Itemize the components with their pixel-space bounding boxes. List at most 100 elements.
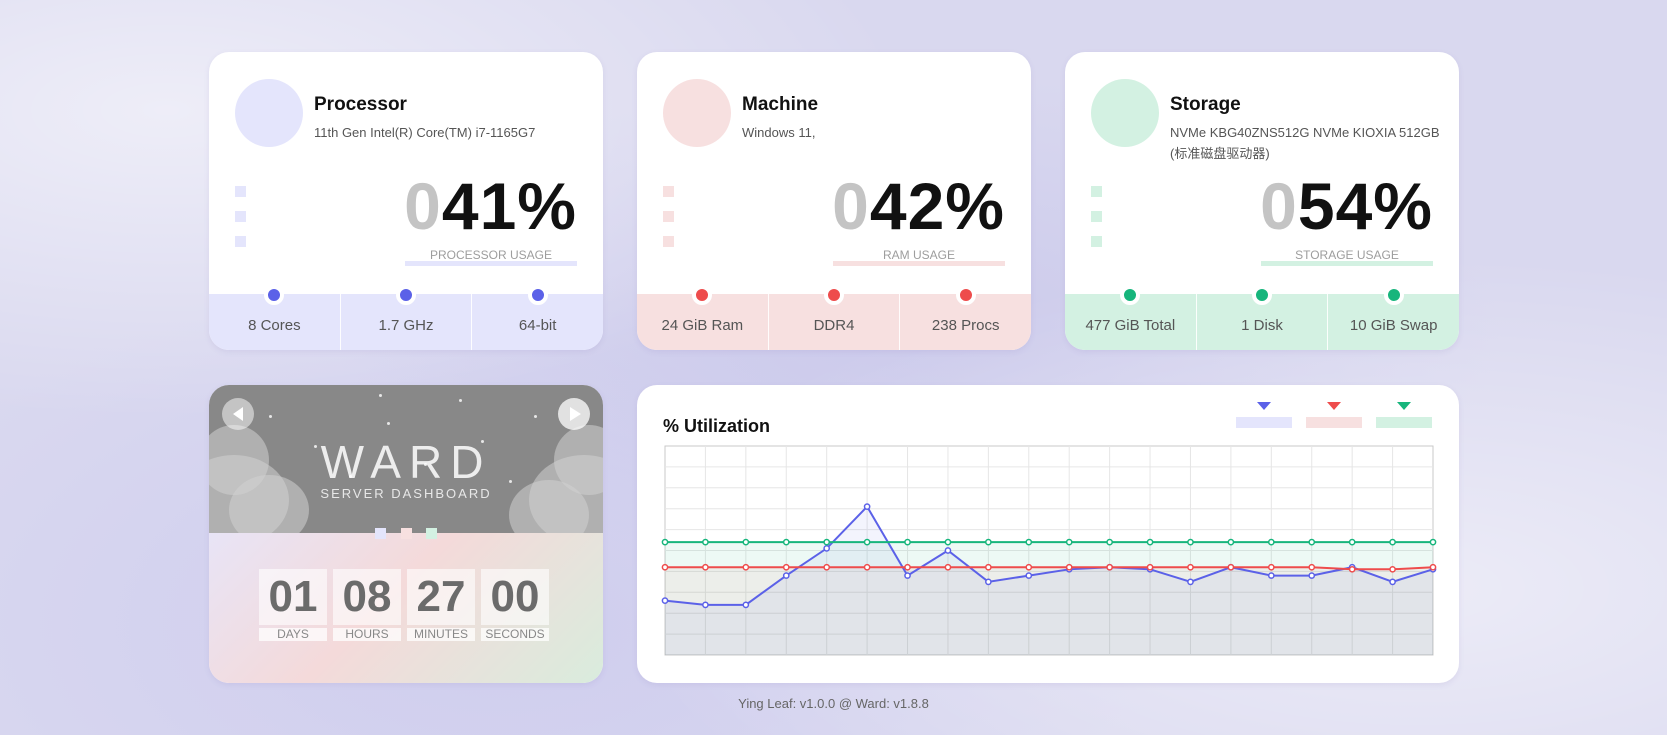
storage-stat-swap: 10 GiB Swap [1328,285,1459,350]
data-point-storage [1227,538,1235,546]
machine-usage-bar [833,261,1005,266]
data-point-ram [1106,563,1113,571]
storage-stat-total: 477 GiB Total [1065,285,1197,350]
processor-stat-clock: 1.7 GHz [341,285,473,350]
data-point-ram [823,563,831,571]
theme-dot-red[interactable] [400,528,412,539]
legend-processor[interactable] [1236,402,1292,428]
data-point-storage [1187,538,1194,546]
data-point-ram [863,563,871,571]
data-point-ram [1025,563,1033,571]
series-area-ram [665,567,1433,655]
data-point-processor [1025,572,1033,579]
processor-stat-arch: 64-bit [472,285,603,350]
machine-title: Machine [742,94,819,115]
storage-dots [1091,186,1102,261]
data-point-processor [1187,578,1194,586]
uptime-seconds: 00 SECONDS [481,569,549,641]
data-point-storage [1146,538,1154,546]
processor-avatar [235,79,303,147]
theme-dot-blue[interactable] [375,528,387,539]
data-point-storage [742,538,750,546]
data-point-ram [1308,563,1316,571]
data-point-storage [661,538,669,546]
ward-logo-subtitle: SERVER DASHBOARD [320,486,492,501]
data-point-ram [1187,563,1194,571]
data-point-ram [742,563,750,571]
data-point-storage [1348,538,1356,546]
data-point-ram [1146,563,1154,571]
data-point-storage [1065,538,1073,546]
series-area-processor [665,506,1433,655]
data-point-processor [742,601,750,609]
data-point-processor [823,545,831,552]
data-point-ram [702,563,709,571]
data-point-storage [863,538,871,546]
storage-card: Storage NVMe KBG40ZNS512G NVMe KIOXIA 51… [1065,52,1459,350]
data-point-ram [985,563,992,571]
storage-stat-disks: 1 Disk [1197,285,1329,350]
data-point-processor [1267,572,1275,579]
data-point-ram [1348,565,1356,573]
data-point-storage [823,538,831,546]
play-icon [570,407,581,421]
machine-usage-label: RAM USAGE [882,248,955,262]
data-point-processor [702,601,709,609]
machine-usage-value: 042% [832,169,1005,243]
data-point-ram [1429,563,1437,571]
uptime-minutes: 27 MINUTES [407,569,475,641]
ward-theme-dots[interactable] [209,526,603,544]
machine-stat-procs: 238 Procs [900,285,1031,350]
data-point-storage [1308,538,1316,546]
data-point-ram [782,563,790,571]
uptime-countdown: 01 DAYS 08 HOURS 27 MINUTES 00 SECONDS [259,569,555,641]
machine-stat-ram-type: DDR4 [769,285,901,350]
data-point-ram [1389,565,1396,573]
processor-stat-cores: 8 Cores [209,285,341,350]
ward-play-button[interactable] [558,398,590,430]
processor-dots [235,186,246,261]
chevron-left-icon [233,407,243,421]
theme-dot-green[interactable] [425,528,437,539]
data-point-storage [702,538,709,546]
machine-dots [663,186,674,261]
storage-subtitle: NVMe KBG40ZNS512G NVMe KIOXIA 512GB (标准磁… [1170,125,1440,161]
series-area-storage [665,542,1433,655]
data-point-processor [863,503,871,510]
uptime-days: 01 DAYS [259,569,327,641]
series-line-ram [665,566,1434,571]
ward-card: WARD SERVER DASHBOARD 01 DAYS 08 HOURS 2… [209,385,603,683]
data-point-storage [1429,538,1437,546]
legend-storage[interactable] [1376,402,1432,428]
legend-ram[interactable] [1306,402,1362,428]
data-point-ram [904,563,911,571]
chart-title: % Utilization [663,416,770,436]
machine-subtitle: Windows 11, [742,125,816,140]
processor-title: Processor [314,94,407,115]
storage-title: Storage [1170,94,1241,115]
data-point-processor [985,578,992,586]
ward-prev-button[interactable] [222,398,254,430]
processor-card: Processor 11th Gen Intel(R) Core(TM) i7-… [209,52,603,350]
series-line-processor [664,504,1434,606]
data-point-processor [1308,572,1316,579]
data-point-storage [1106,538,1113,546]
processor-usage-bar [405,261,577,266]
data-point-ram [1227,563,1235,571]
machine-avatar [663,79,731,147]
processor-usage-value: 041% [404,169,577,243]
data-point-ram [1267,563,1275,571]
storage-usage-value: 054% [1260,169,1433,243]
utilization-chart [661,445,1437,656]
data-point-ram [661,563,669,571]
data-point-processor [944,547,952,554]
ward-logo-title: WARD [320,436,492,488]
data-point-storage [904,538,911,546]
machine-card: Machine Windows 11, 042% RAM USAGE 24 Gi… [637,52,1031,350]
ward-banner: WARD SERVER DASHBOARD [209,385,603,533]
data-point-processor [782,572,790,579]
storage-usage-label: STORAGE USAGE [1295,248,1399,262]
data-point-processor [1389,578,1396,586]
data-point-storage [1267,538,1275,546]
storage-avatar [1091,79,1159,147]
